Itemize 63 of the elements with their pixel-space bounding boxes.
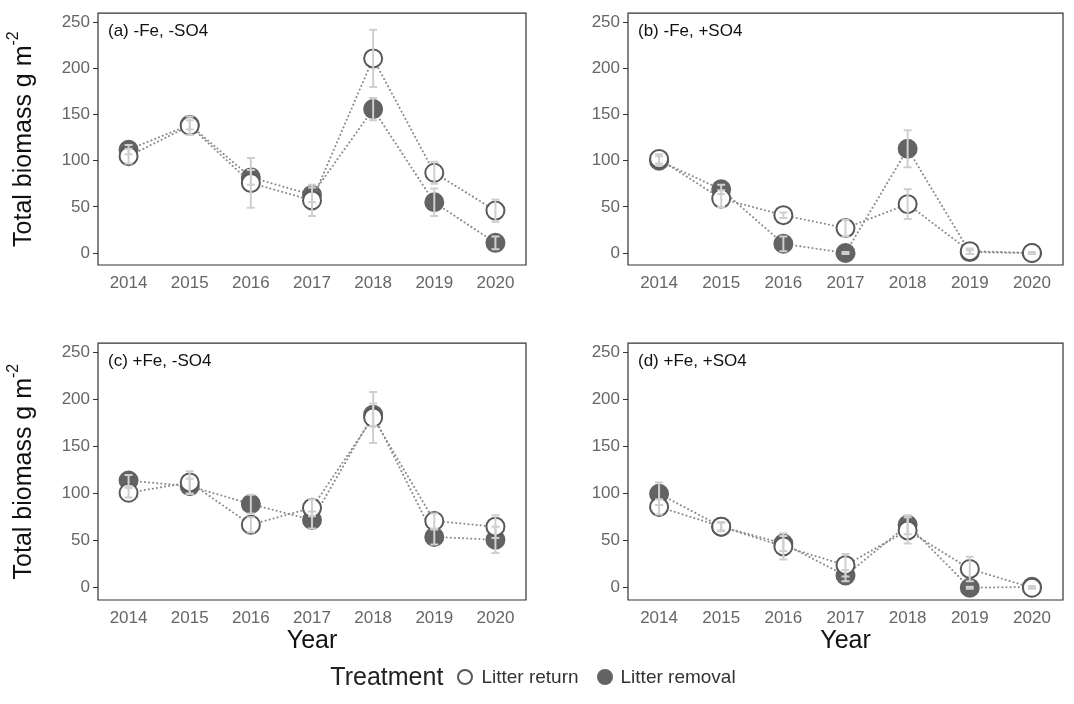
y-tick-label: 150: [591, 104, 620, 124]
legend-title: Treatment: [330, 662, 444, 691]
y-tick-label: 0: [80, 577, 90, 597]
y-tick-label: 250: [591, 342, 620, 362]
y-tick-label: 150: [61, 436, 90, 456]
x-tick-label: 2018: [354, 607, 393, 627]
x-tick-label: 2020: [1013, 607, 1051, 627]
legend-label: Litter return: [481, 665, 579, 688]
y-tick-label: 150: [61, 104, 90, 124]
y-tick-label: 200: [591, 58, 620, 78]
y-tick-label: 200: [61, 389, 90, 409]
x-tick-label: 2014: [640, 607, 678, 627]
y-tick-label: 250: [61, 12, 90, 32]
y-tick-label: 200: [61, 58, 90, 78]
x-axis-title: Year: [286, 624, 338, 653]
y-tick-label: 250: [61, 342, 90, 362]
y-axis-title: Total biomass g m-2: [4, 31, 36, 247]
y-tick-label: 50: [71, 530, 90, 550]
x-tick-label: 2015: [170, 272, 209, 292]
x-tick-label: 2015: [170, 607, 209, 627]
x-tick-label: 2018: [888, 272, 927, 292]
y-tick-label: 200: [591, 389, 620, 409]
x-tick-label: 2015: [702, 272, 741, 292]
y-tick-label: 50: [71, 196, 90, 216]
y-tick-label: 150: [591, 436, 620, 456]
y-tick-label: 100: [61, 483, 90, 503]
x-tick-label: 2019: [950, 607, 989, 627]
y-tick-label: 50: [601, 530, 620, 550]
x-tick-label: 2017: [826, 272, 865, 292]
y-tick-label: 100: [591, 150, 620, 170]
y-tick-label: 0: [80, 242, 90, 262]
x-tick-label: 2020: [1013, 272, 1051, 292]
y-tick-label: 100: [591, 483, 620, 503]
x-tick-label: 2017: [293, 272, 331, 292]
x-tick-label: 2016: [231, 607, 270, 627]
x-tick-label: 2015: [702, 607, 741, 627]
x-tick-label: 2014: [109, 272, 148, 292]
x-tick-label: 2017: [826, 607, 865, 627]
y-tick-label: 0: [610, 242, 620, 262]
x-tick-label: 2014: [640, 272, 678, 292]
y-tick-label: 250: [591, 12, 620, 32]
y-tick-label: 50: [601, 196, 620, 216]
x-tick-label: 2014: [109, 607, 148, 627]
x-tick-label: 2019: [415, 272, 454, 292]
x-tick-label: 2020: [476, 607, 515, 627]
x-tick-label: 2018: [354, 272, 393, 292]
legend-label: Litter removal: [620, 665, 736, 688]
x-tick-label: 2018: [888, 607, 927, 627]
y-tick-label: 100: [61, 150, 90, 170]
x-tick-label: 2016: [764, 272, 803, 292]
x-tick-label: 2019: [950, 272, 989, 292]
x-tick-label: 2020: [476, 272, 515, 292]
annotation: (c) +Fe, -SO4: [108, 351, 212, 371]
annotation: (b) -Fe, +SO4: [638, 21, 743, 41]
annotation: (d) +Fe, +SO4: [638, 351, 747, 371]
x-tick-label: 2019: [415, 607, 454, 627]
x-axis-title: Year: [820, 624, 871, 653]
x-tick-label: 2016: [231, 272, 270, 292]
y-axis-title: Total biomass g m-2: [4, 363, 36, 580]
annotation: (a) -Fe, -SO4: [108, 21, 209, 41]
x-tick-label: 2016: [764, 607, 803, 627]
x-tick-label: 2017: [293, 607, 331, 627]
y-tick-label: 0: [610, 577, 620, 597]
